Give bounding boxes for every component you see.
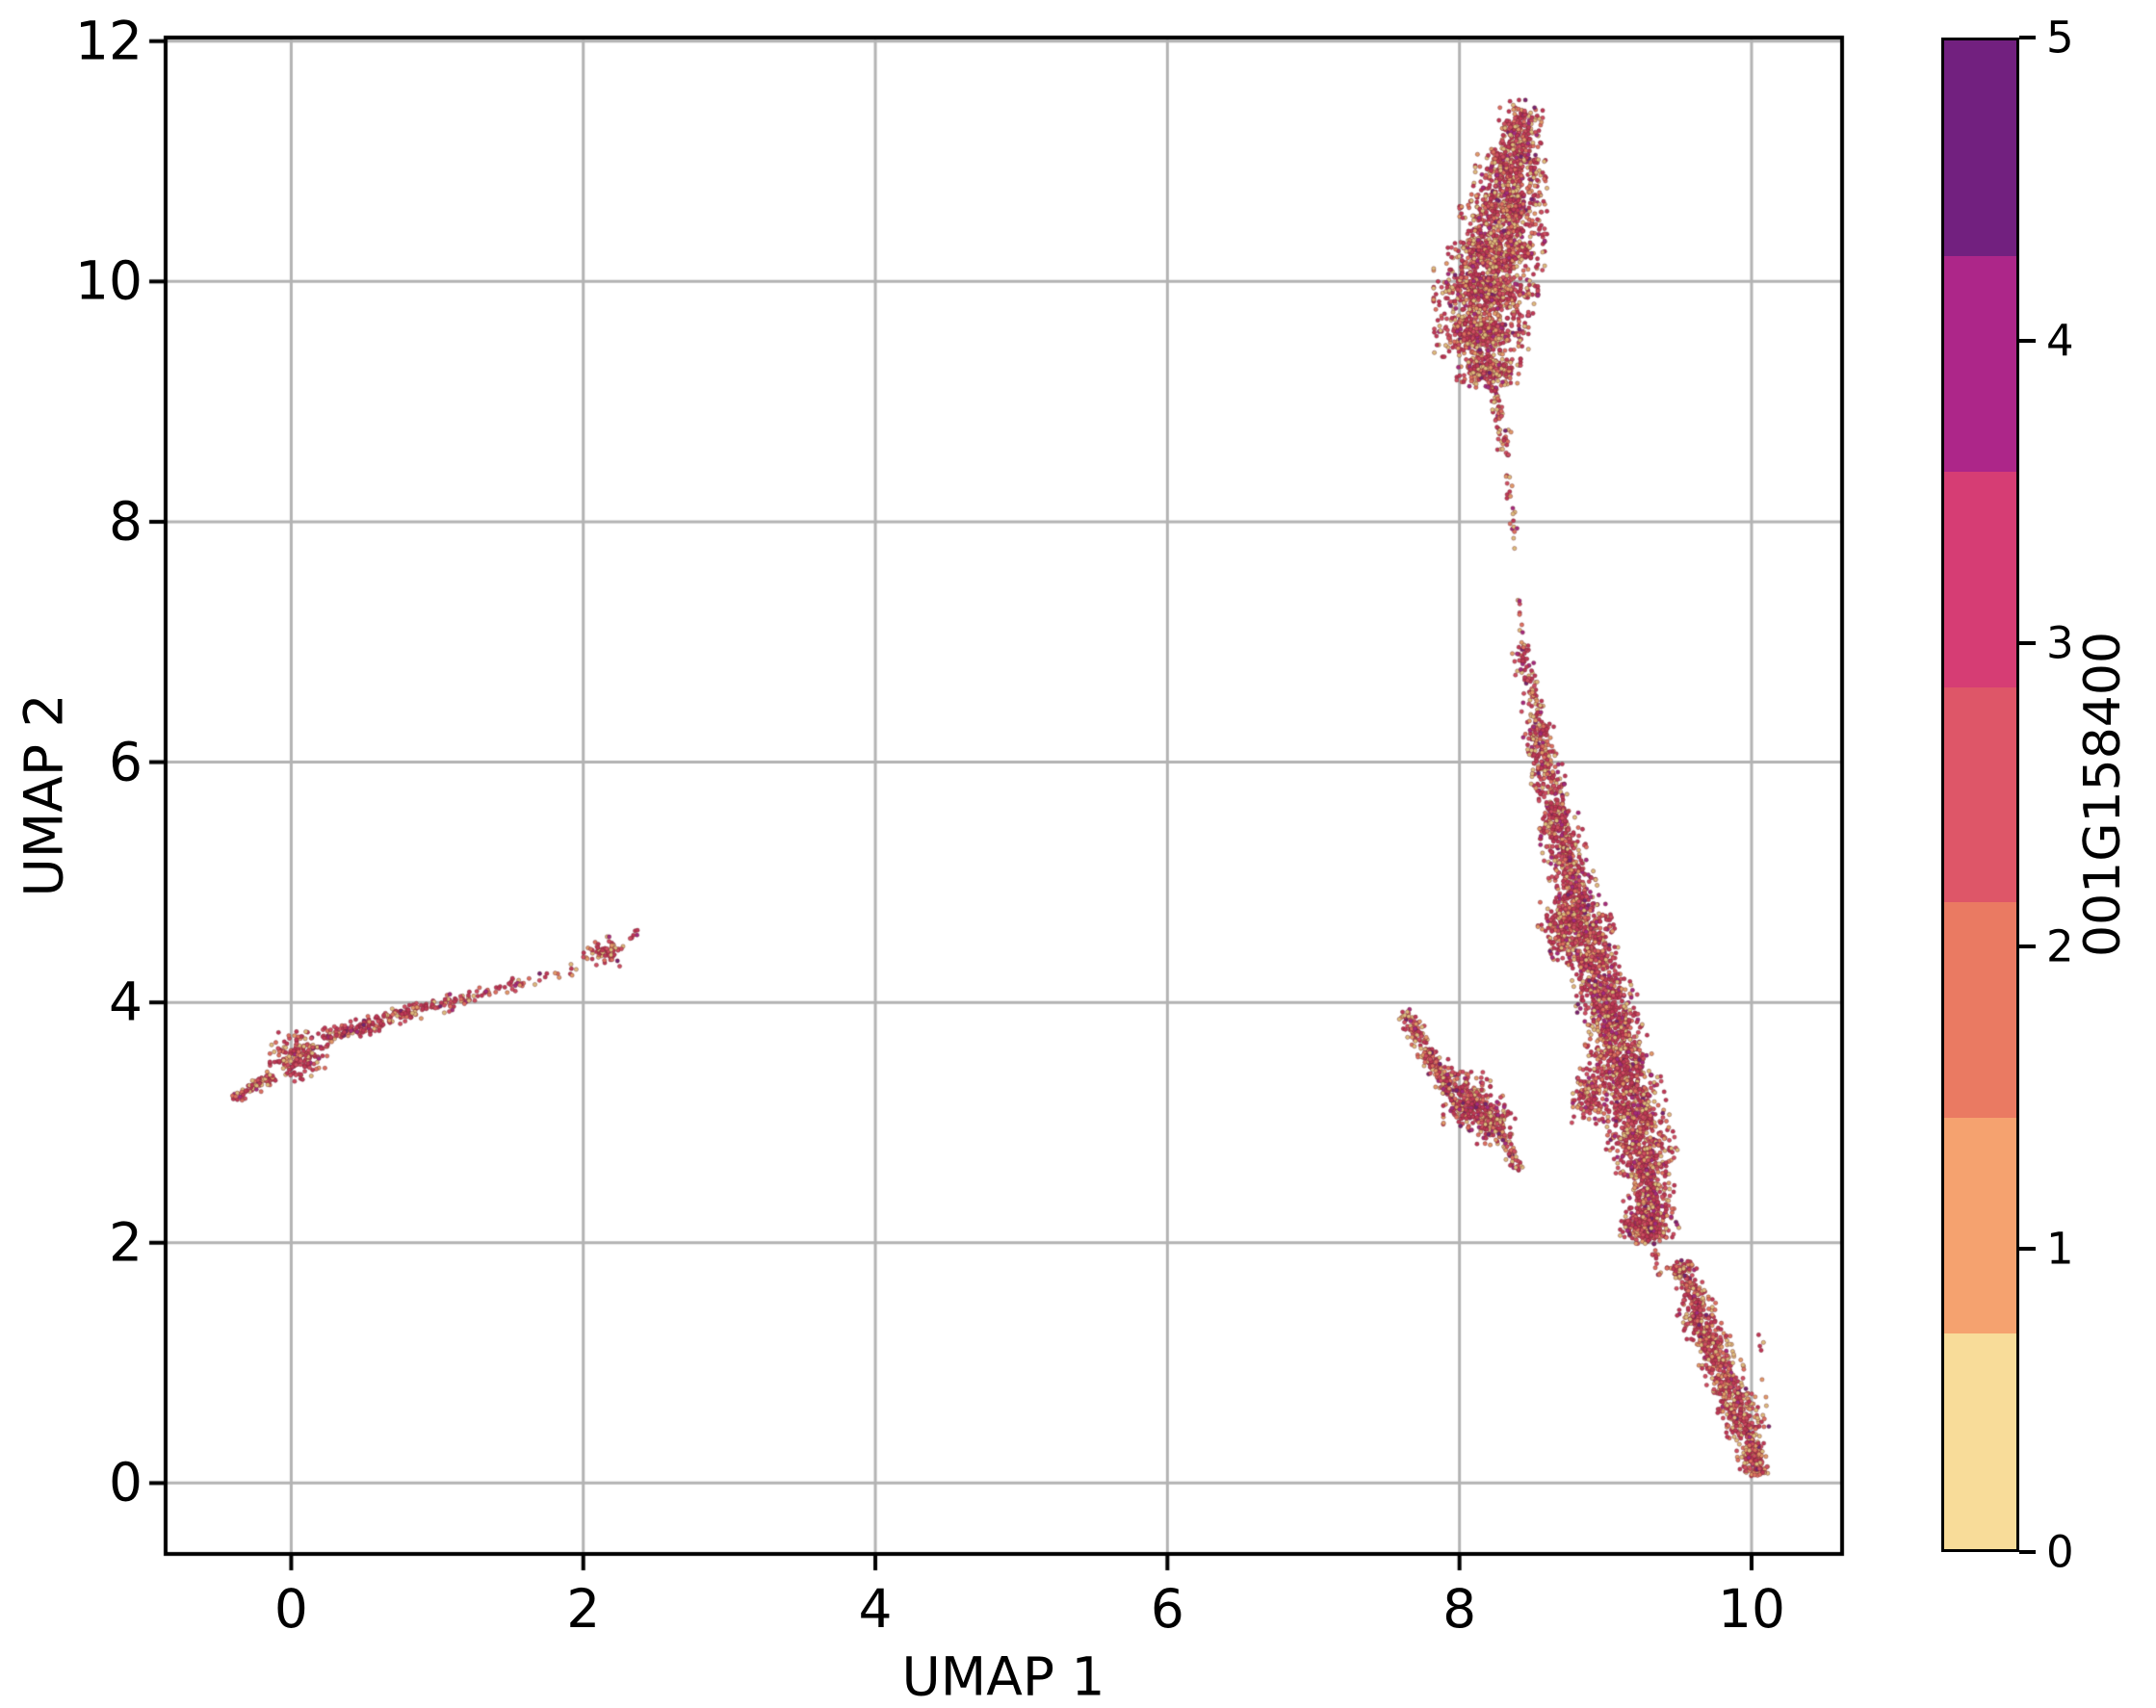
colorbar <box>1941 38 2019 1552</box>
x-tick-label: 2 <box>566 1578 601 1640</box>
y-tick-label: 6 <box>109 731 143 793</box>
colorbar-tick-label: 0 <box>2046 1526 2074 1578</box>
colorbar-tick-label: 2 <box>2046 920 2074 972</box>
y-tick-label: 2 <box>109 1211 143 1274</box>
colorbar-tick-label: 3 <box>2046 617 2074 669</box>
colorbar-segment <box>1944 686 2016 903</box>
y-tick-label: 8 <box>109 490 143 553</box>
y-axis-label: UMAP 2 <box>13 693 75 897</box>
colorbar-tick-mark <box>2019 338 2036 343</box>
x-tick-label: 8 <box>1442 1578 1477 1640</box>
x-tick-label: 10 <box>1717 1578 1785 1640</box>
colorbar-tick-mark <box>2019 1550 2036 1554</box>
colorbar-segment <box>1944 902 2016 1119</box>
colorbar-tick-label: 5 <box>2046 12 2074 64</box>
y-tick-label: 12 <box>75 10 143 72</box>
x-tick-label: 0 <box>273 1578 308 1640</box>
y-tick-label: 10 <box>75 249 143 312</box>
colorbar-tick-label: 4 <box>2046 315 2074 367</box>
colorbar-tick-mark <box>2019 1247 2036 1252</box>
colorbar-label: 001G158400 <box>2074 631 2132 958</box>
colorbar-tick-mark <box>2019 944 2036 948</box>
colorbar-segment <box>1944 1333 2016 1550</box>
colorbar-segment <box>1944 255 2016 472</box>
colorbar-segment <box>1944 40 2016 256</box>
x-axis-label: UMAP 1 <box>901 1645 1105 1708</box>
y-tick-label: 4 <box>109 970 143 1033</box>
colorbar-tick-mark <box>2019 36 2036 39</box>
colorbar-segment <box>1944 1118 2016 1334</box>
y-tick-label: 0 <box>109 1451 143 1514</box>
colorbar-tick-mark <box>2019 641 2036 646</box>
colorbar-segment <box>1944 471 2016 687</box>
x-tick-label: 6 <box>1150 1578 1184 1640</box>
x-tick-label: 4 <box>858 1578 893 1640</box>
colorbar-tick-label: 1 <box>2046 1223 2074 1275</box>
